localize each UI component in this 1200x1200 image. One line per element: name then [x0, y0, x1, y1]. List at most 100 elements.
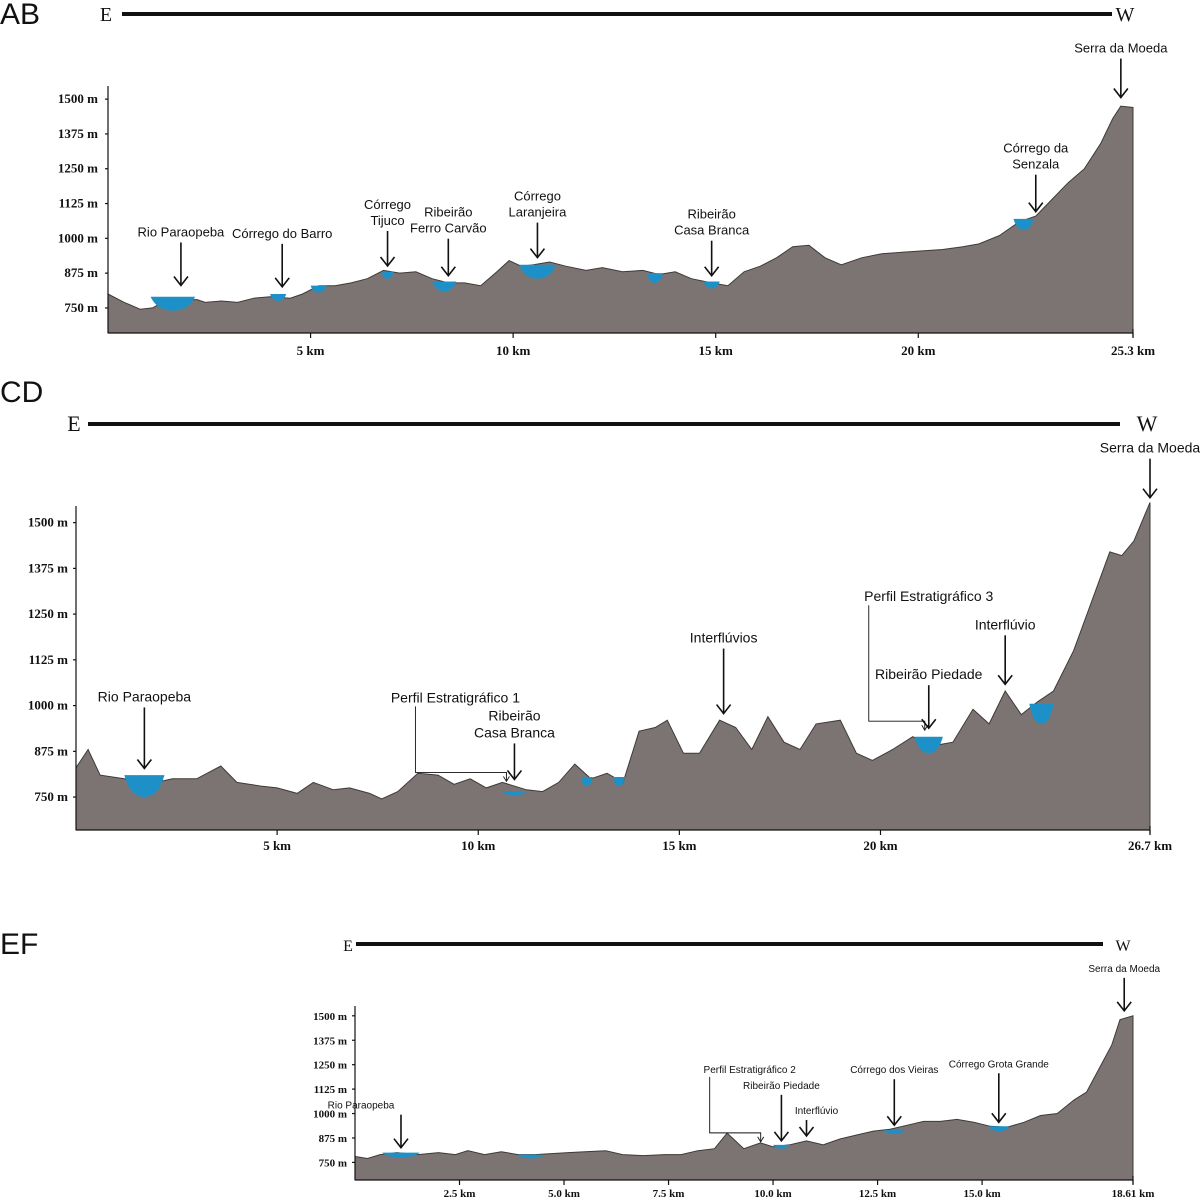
river-channel — [988, 1126, 1010, 1132]
terrain-profile — [354, 1015, 1134, 1181]
annotation-arrowhead — [1113, 88, 1129, 99]
x-tick-label: 10 km — [496, 343, 530, 358]
annotation-perfil-estratigr-fico-2: Perfil Estratigráfico 2 — [704, 1065, 797, 1076]
annotation-arrowhead — [379, 256, 396, 268]
annotation-arrowhead — [1116, 1001, 1132, 1013]
panel-label: CD — [0, 376, 43, 409]
annotation-leader-line — [868, 605, 926, 730]
annotation-leader-line — [414, 706, 507, 781]
y-tick-label: 1250 m — [313, 1060, 347, 1072]
river-channel — [773, 1144, 790, 1149]
river-channel — [646, 273, 664, 283]
river-channel — [382, 1152, 420, 1158]
river-channel — [1013, 218, 1034, 230]
annotation-serra-da-moeda: Serra da Moeda — [1074, 41, 1168, 56]
annotation-arrowhead — [393, 1138, 409, 1149]
annotation-arrowhead — [274, 277, 290, 289]
annotation-ribeir-o-casa-branca: Casa Branca — [474, 724, 555, 740]
y-tick-label: 750 m — [34, 789, 68, 804]
river-channel — [703, 281, 720, 289]
annotation-c-rrego-da-senzala: Senzala — [1012, 157, 1060, 172]
annotation-c-rrego-grota-grande: Córrego Grota Grande — [949, 1059, 1049, 1070]
annotation-serra-da-moeda: Serra da Moeda — [1088, 964, 1160, 975]
panel-label: AB — [0, 0, 40, 31]
annotation-arrowhead — [773, 1131, 790, 1143]
y-tick-label: 1125 m — [59, 196, 99, 211]
annotation-c-rrego-tijuco: Tijuco — [370, 213, 404, 228]
y-tick-label: 1375 m — [58, 126, 98, 141]
y-tick-label: 1000 m — [58, 230, 98, 245]
annotation-arrowhead — [529, 248, 546, 259]
x-tick-label: 2.5 km — [444, 1188, 476, 1200]
annotation-arrowhead — [173, 275, 189, 287]
river-channel — [310, 285, 327, 293]
direction-west-label: W — [1137, 411, 1158, 436]
x-tick-label: 15 km — [699, 343, 733, 358]
annotation-arrowhead — [715, 704, 732, 715]
river-channel — [270, 294, 287, 301]
terrain-profile — [75, 502, 1151, 831]
y-tick-label: 875 m — [64, 265, 98, 280]
y-tick-label: 1375 m — [28, 560, 68, 575]
y-tick-label: 1250 m — [28, 606, 68, 621]
annotation-interfl-vio: Interflúvio — [975, 616, 1036, 632]
river-channel — [613, 776, 626, 787]
annotation-arrowhead — [136, 758, 153, 770]
y-tick-label: 1250 m — [58, 161, 98, 176]
annotation-rio-paraopeba: Rio Paraopeba — [138, 224, 225, 239]
x-tick-label: 12.5 km — [859, 1188, 896, 1200]
y-tick-label: 1125 m — [314, 1084, 347, 1096]
direction-east-label: E — [343, 938, 353, 955]
terrain-profile — [107, 105, 1134, 334]
annotation-ribeir-o-casa-branca: Ribeirão — [488, 707, 540, 723]
direction-west-label: W — [1115, 938, 1131, 955]
y-tick-label: 875 m — [34, 743, 68, 758]
annotation-rio-paraopeba: Rio Paraopeba — [328, 1101, 395, 1112]
profile-panel-ef: EF E W 750 m 875 m 1000 m 1125 m 1250 m 1375 m 15… — [0, 928, 1161, 1200]
annotation-ribeir-o-ferro-carv-o: Ferro Carvão — [410, 221, 487, 236]
x-tick-label: 5 km — [297, 343, 325, 358]
annotation-arrowhead — [886, 1115, 902, 1127]
direction-east-label: E — [67, 411, 80, 436]
river-channel — [518, 1154, 544, 1159]
profile-panel-ab: AB E W 750 m 875 m 1000 m 1125 m 1250 m 1375 m 15… — [0, 0, 1168, 358]
annotation-leader-line — [709, 1076, 762, 1141]
annotation-ribeir-o-ferro-carv-o: Ribeirão — [424, 205, 472, 220]
river-channel — [432, 281, 457, 292]
annotation-arrowhead — [1028, 202, 1044, 213]
y-tick-label: 1125 m — [29, 652, 69, 667]
annotation-ribeir-o-piedade: Ribeirão Piedade — [743, 1081, 820, 1092]
x-tick-label: 25.3 km — [1111, 343, 1155, 358]
x-tick-label: 15.0 km — [963, 1188, 1000, 1200]
annotation-arrowhead — [921, 718, 937, 730]
annotation-arrowhead — [440, 266, 456, 278]
river-channel — [381, 271, 394, 279]
river-channel — [150, 296, 196, 311]
annotation-leader-head — [503, 776, 510, 783]
river-channel — [124, 775, 165, 798]
annotation-interfl-vios: Interflúvios — [690, 630, 758, 646]
annotation-c-rrego-da-senzala: Córrego da — [1003, 141, 1069, 156]
river-channel — [883, 1130, 905, 1135]
annotation-leader-head — [757, 1136, 765, 1143]
annotation-arrowhead — [991, 1112, 1007, 1124]
x-tick-label: 18.61 km — [1112, 1188, 1155, 1200]
y-tick-label: 1375 m — [313, 1035, 347, 1047]
annotation-ribeir-o-piedade: Ribeirão Piedade — [875, 666, 983, 682]
direction-west-label: W — [1116, 4, 1135, 26]
x-tick-label: 10 km — [461, 838, 495, 853]
annotation-ribeir-o-casa-branca: Casa Branca — [674, 223, 750, 238]
y-tick-label: 1500 m — [28, 515, 68, 530]
annotation-arrowhead — [704, 266, 720, 278]
river-channel — [580, 776, 593, 787]
y-tick-label: 875 m — [319, 1133, 347, 1145]
x-tick-label: 15 km — [662, 838, 696, 853]
annotation-c-rrego-tijuco: Córrego — [364, 197, 411, 212]
annotation-arrowhead — [506, 769, 523, 781]
annotation-perfil-estratigr-fico-3: Perfil Estratigráfico 3 — [864, 588, 993, 604]
annotation-c-rrego-dos-vieiras: Córrego dos Vieiras — [850, 1065, 938, 1076]
x-tick-label: 10.0 km — [754, 1188, 791, 1200]
river-channel — [502, 791, 527, 796]
annotation-rio-paraopeba: Rio Paraopeba — [98, 688, 192, 704]
